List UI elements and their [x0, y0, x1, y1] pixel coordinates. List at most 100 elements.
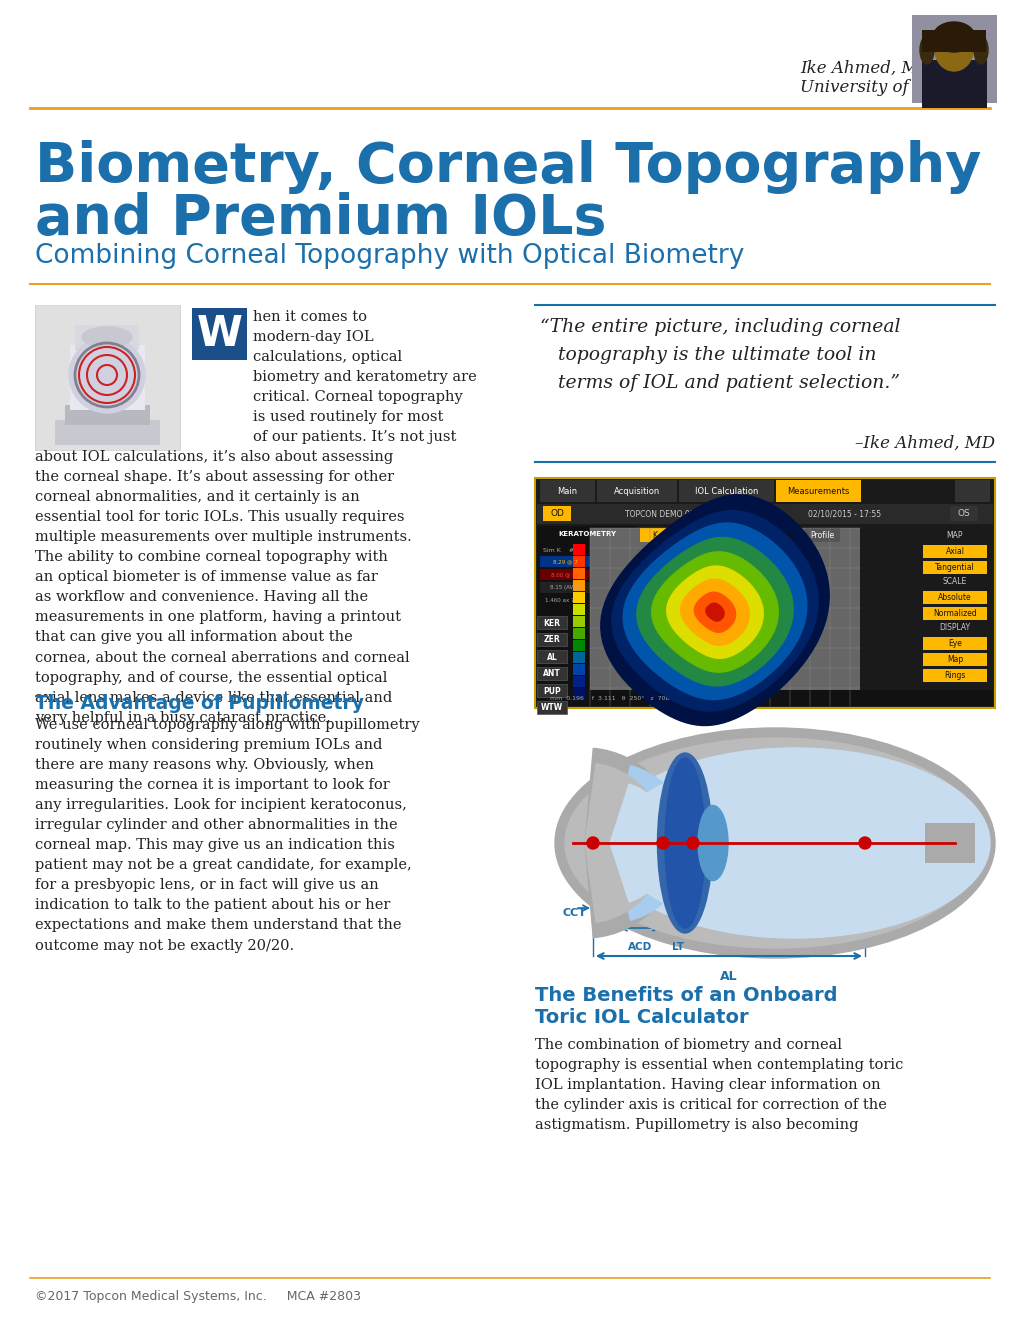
- Text: P: P: [749, 531, 754, 540]
- Ellipse shape: [973, 36, 987, 63]
- Wedge shape: [609, 784, 672, 902]
- Bar: [924, 822, 974, 863]
- Bar: [536, 616, 567, 630]
- Bar: [922, 561, 986, 574]
- Text: University of Toronto: University of Toronto: [799, 79, 978, 96]
- Text: I: I: [686, 531, 689, 540]
- Bar: [542, 506, 571, 521]
- Bar: [536, 684, 567, 697]
- Circle shape: [656, 837, 668, 849]
- Text: CCT: CCT: [562, 908, 586, 917]
- Ellipse shape: [664, 758, 704, 928]
- Text: Axial: Axial: [945, 546, 964, 556]
- Text: SCALE: SCALE: [942, 577, 966, 586]
- Text: The combination of biometry and corneal
topography is essential when contemplati: The combination of biometry and corneal …: [535, 1038, 903, 1133]
- Bar: [573, 640, 585, 651]
- Text: We use corneal topography along with pupillometry
routinely when considering pre: We use corneal topography along with pup…: [35, 718, 419, 953]
- Bar: [536, 504, 993, 524]
- Text: Normalized: Normalized: [932, 609, 976, 618]
- Text: Profile: Profile: [809, 531, 834, 540]
- Bar: [954, 480, 989, 502]
- Bar: [921, 59, 986, 108]
- Text: ACD: ACD: [628, 942, 651, 952]
- Bar: [573, 628, 585, 639]
- Polygon shape: [623, 523, 806, 700]
- Bar: [192, 308, 247, 360]
- Ellipse shape: [82, 327, 131, 347]
- Bar: [573, 591, 585, 603]
- Text: W: W: [197, 313, 243, 355]
- Text: Eye: Eye: [947, 639, 961, 648]
- Bar: [804, 528, 840, 543]
- Text: Ike Ahmed, MD: Ike Ahmed, MD: [799, 59, 930, 77]
- Text: OD: OD: [549, 510, 564, 519]
- Ellipse shape: [932, 22, 974, 51]
- Polygon shape: [600, 495, 828, 726]
- Text: Biometry, Corneal Topography: Biometry, Corneal Topography: [35, 140, 980, 194]
- Text: AL: AL: [719, 970, 737, 983]
- Text: PUP: PUP: [542, 686, 560, 696]
- Ellipse shape: [934, 29, 972, 71]
- Bar: [673, 528, 702, 543]
- Text: –Ike Ahmed, MD: –Ike Ahmed, MD: [854, 436, 994, 451]
- Text: K: K: [652, 531, 657, 540]
- Circle shape: [69, 337, 145, 413]
- Bar: [922, 607, 986, 620]
- Polygon shape: [636, 537, 793, 686]
- Text: 1.460 ax 7°: 1.460 ax 7°: [544, 598, 577, 603]
- Ellipse shape: [554, 729, 994, 958]
- Text: Main: Main: [557, 487, 577, 495]
- Bar: [573, 652, 585, 663]
- Text: AL: AL: [546, 652, 556, 661]
- Ellipse shape: [599, 748, 989, 939]
- Bar: [539, 556, 589, 568]
- Text: Combining Corneal Topography with Optical Biometry: Combining Corneal Topography with Optica…: [35, 243, 744, 269]
- Bar: [573, 676, 585, 686]
- Text: TOPCON DEMO 01/01/1950: TOPCON DEMO 01/01/1950: [625, 510, 728, 519]
- Bar: [55, 420, 160, 445]
- Bar: [35, 305, 179, 450]
- Text: ©2017 Topcon Medical Systems, Inc.     MCA #2803: ©2017 Topcon Medical Systems, Inc. MCA #…: [35, 1290, 361, 1303]
- Bar: [921, 30, 985, 51]
- Bar: [535, 478, 994, 708]
- Wedge shape: [585, 748, 680, 937]
- Bar: [679, 480, 773, 502]
- Text: The Advantage of Pupillometry: The Advantage of Pupillometry: [35, 694, 364, 713]
- Text: Acquisition: Acquisition: [613, 487, 659, 495]
- Bar: [539, 569, 589, 579]
- Bar: [65, 405, 150, 425]
- Text: Rings: Rings: [944, 671, 965, 680]
- Bar: [922, 669, 986, 682]
- Text: LT: LT: [672, 942, 684, 952]
- Bar: [922, 591, 986, 605]
- Text: ANT: ANT: [542, 669, 560, 678]
- Text: 8.29 @ 7: 8.29 @ 7: [552, 560, 577, 565]
- Ellipse shape: [697, 805, 728, 880]
- Bar: [949, 506, 977, 521]
- Bar: [573, 664, 585, 675]
- Text: and Premium IOLs: and Premium IOLs: [35, 191, 606, 246]
- Text: hen it comes to
modern-day IOL
calculations, optical
biometry and keratometry ar: hen it comes to modern-day IOL calculati…: [253, 310, 476, 445]
- Bar: [573, 688, 585, 700]
- Polygon shape: [705, 603, 723, 622]
- Bar: [536, 634, 567, 645]
- Text: MAP: MAP: [946, 531, 962, 540]
- Text: Map: Map: [777, 531, 794, 540]
- Ellipse shape: [614, 758, 954, 928]
- Text: mm  0.196    f  3.111   θ  250°   z  70B: mm 0.196 f 3.111 θ 250° z 70B: [549, 696, 669, 701]
- Wedge shape: [609, 766, 689, 920]
- Text: ZER: ZER: [543, 635, 559, 644]
- Wedge shape: [585, 764, 664, 923]
- Text: KER: KER: [543, 619, 560, 627]
- Bar: [769, 528, 801, 543]
- Bar: [589, 528, 859, 706]
- Polygon shape: [694, 593, 735, 632]
- Bar: [573, 605, 585, 615]
- Bar: [922, 545, 986, 558]
- Text: about IOL calculations, it’s also about assessing
the corneal shape. It’s about : about IOL calculations, it’s also about …: [35, 450, 412, 725]
- Bar: [536, 690, 993, 706]
- Ellipse shape: [919, 36, 933, 63]
- Bar: [639, 528, 669, 543]
- Bar: [75, 325, 139, 350]
- Text: “The entire picture, including corneal
   topography is the ultimate tool in
   : “The entire picture, including corneal t…: [539, 318, 900, 392]
